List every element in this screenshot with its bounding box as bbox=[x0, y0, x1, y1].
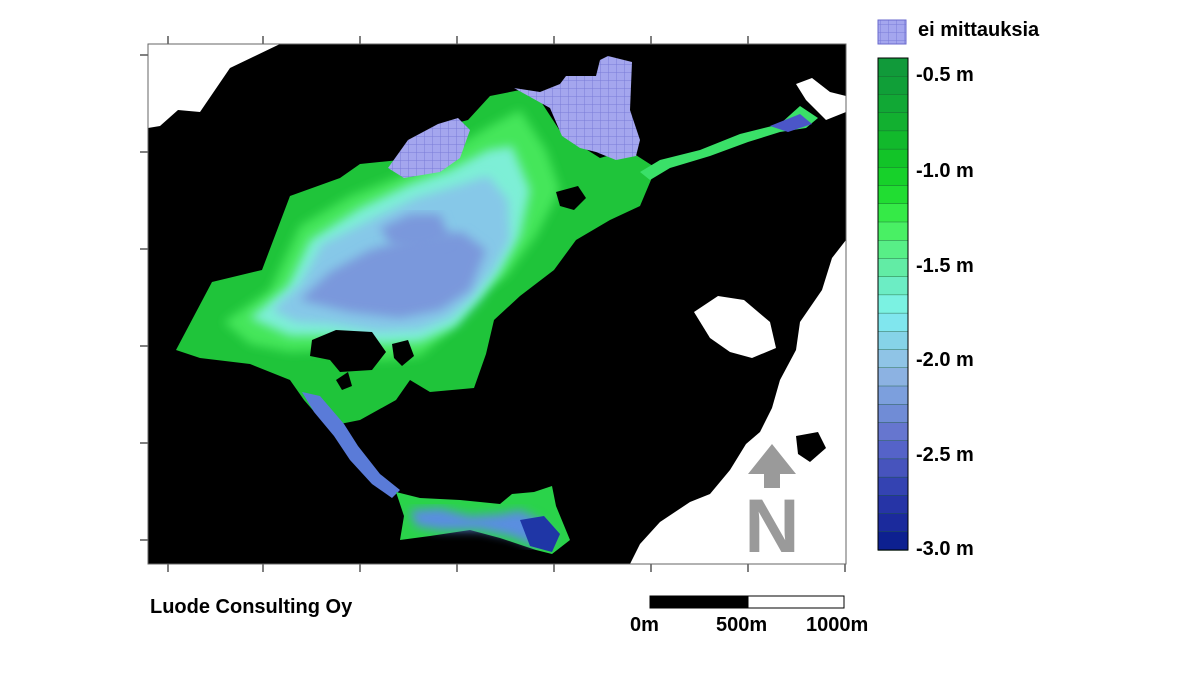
color-scale-swatch bbox=[877, 495, 909, 515]
scalebar-label-1000: 1000m bbox=[806, 614, 869, 636]
color-scale-swatch bbox=[877, 404, 909, 424]
color-scale-swatch bbox=[877, 476, 909, 497]
legend-tick-label: -1.0 m bbox=[916, 160, 974, 182]
color-scale-swatch bbox=[877, 276, 909, 296]
color-scale-swatch bbox=[877, 185, 909, 205]
scalebar-segment-light bbox=[747, 595, 845, 609]
legend-tick-label: -3.0 m bbox=[916, 538, 974, 560]
color-scale-swatch bbox=[877, 531, 909, 551]
legend bbox=[877, 19, 909, 551]
color-scale-swatch bbox=[877, 440, 909, 460]
color-scale-swatch bbox=[877, 331, 909, 351]
legend-tick-label: -2.0 m bbox=[916, 349, 974, 371]
no-data-swatch bbox=[877, 19, 907, 45]
color-scale-swatch bbox=[877, 258, 909, 278]
north-arrow-icon: N bbox=[745, 444, 800, 569]
depth-color-scale bbox=[877, 57, 909, 551]
color-scale-swatch bbox=[877, 94, 909, 114]
color-scale-swatch bbox=[877, 148, 909, 169]
color-scale-swatch bbox=[877, 513, 909, 533]
legend-tick-label: -1.5 m bbox=[916, 255, 974, 277]
island bbox=[694, 296, 776, 358]
color-scale-swatch bbox=[877, 76, 909, 96]
color-scale-swatch bbox=[877, 130, 909, 150]
credit-label: Luode Consulting Oy bbox=[150, 596, 353, 618]
color-scale-swatch bbox=[877, 112, 909, 132]
color-scale-swatch bbox=[877, 385, 909, 405]
color-scale-swatch bbox=[877, 294, 909, 314]
no-data-label: ei mittauksia bbox=[918, 19, 1040, 41]
scalebar-label-0: 0m bbox=[630, 614, 659, 636]
land-area bbox=[148, 44, 280, 128]
color-scale-swatch bbox=[877, 349, 909, 369]
color-scale-swatch bbox=[877, 458, 909, 478]
land-area bbox=[630, 240, 846, 564]
land-area bbox=[796, 44, 846, 120]
color-scale-swatch bbox=[877, 203, 909, 223]
legend-tick-label: -0.5 m bbox=[916, 64, 974, 86]
scalebar-segment-dark bbox=[649, 595, 749, 609]
no-data-area bbox=[514, 56, 640, 160]
scalebar bbox=[649, 595, 845, 609]
color-scale-swatch bbox=[877, 422, 909, 442]
color-scale-swatch bbox=[877, 240, 909, 260]
scalebar-label-500: 500m bbox=[716, 614, 768, 636]
color-scale-swatch bbox=[877, 57, 909, 77]
no-data-area bbox=[388, 118, 470, 178]
north-arrow-letter: N bbox=[745, 484, 800, 569]
island bbox=[796, 432, 826, 462]
color-scale-swatch bbox=[877, 221, 909, 241]
legend-tick-label: -2.5 m bbox=[916, 444, 974, 466]
color-scale-swatch bbox=[877, 312, 909, 333]
color-scale-swatch bbox=[877, 367, 909, 387]
lake-depth-surface bbox=[176, 56, 818, 554]
color-scale-swatch bbox=[877, 167, 909, 187]
frame-ticks bbox=[140, 36, 846, 572]
